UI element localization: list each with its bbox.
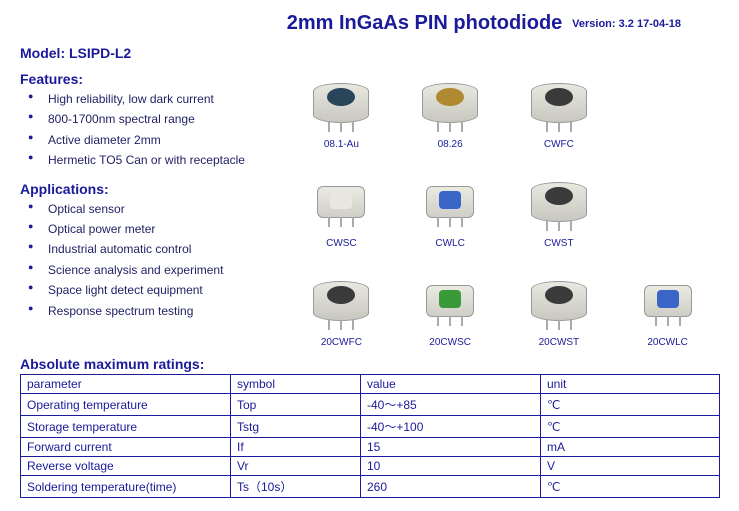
table-row: Storage temperatureTstg-40～+100℃ xyxy=(21,416,720,438)
table-cell: Reverse voltage xyxy=(21,457,231,476)
table-cell: Vr xyxy=(231,457,361,476)
product-image xyxy=(524,70,594,135)
table-cell: Forward current xyxy=(21,438,231,457)
table-cell: 260 xyxy=(361,476,541,498)
ratings-column-header: parameter xyxy=(21,375,231,394)
table-cell: Operating temperature xyxy=(21,394,231,416)
features-heading: Features: xyxy=(20,71,280,87)
table-cell: mA xyxy=(541,438,720,457)
gallery-label: 20CWST xyxy=(539,337,580,348)
application-item: Optical sensor xyxy=(28,199,280,219)
table-row: Operating temperatureTop-40～+85℃ xyxy=(21,394,720,416)
gallery-label: 20CWLC xyxy=(647,337,688,348)
gallery-label: 20CWSC xyxy=(429,337,471,348)
product-image xyxy=(524,169,594,234)
application-item: Space light detect equipment xyxy=(28,280,280,300)
feature-item: Active diameter 2mm xyxy=(28,130,280,150)
gallery-cell: 20CWFC xyxy=(290,253,393,348)
product-image xyxy=(306,169,376,234)
ratings-column-header: symbol xyxy=(231,375,361,394)
product-image xyxy=(415,169,485,234)
table-row: Forward currentIf15mA xyxy=(21,438,720,457)
product-image xyxy=(306,268,376,333)
feature-item: 800-1700nm spectral range xyxy=(28,109,280,129)
table-row: Soldering temperature(time)Ts（10s）260℃ xyxy=(21,476,720,498)
product-gallery: 08.1-Au 08.26 CWFC CWSC CWLC CWST 20CWFC 20CWSC… xyxy=(290,55,719,348)
feature-item: Hermetic TO5 Can or with receptacle xyxy=(28,150,280,170)
table-cell: Storage temperature xyxy=(21,416,231,438)
table-row: Reverse voltageVr10V xyxy=(21,457,720,476)
ratings-table: parametersymbolvalueunit Operating tempe… xyxy=(20,374,720,498)
table-cell: -40～+85 xyxy=(361,394,541,416)
application-item: Response spectrum testing xyxy=(28,301,280,321)
table-cell: Top xyxy=(231,394,361,416)
gallery-cell: 20CWST xyxy=(508,253,611,348)
table-cell: Tstg xyxy=(231,416,361,438)
product-image xyxy=(306,70,376,135)
gallery-cell: CWFC xyxy=(508,55,611,150)
table-cell: ℃ xyxy=(541,394,720,416)
table-cell: ℃ xyxy=(541,416,720,438)
gallery-label: CWST xyxy=(544,238,573,249)
gallery-cell: 08.1-Au xyxy=(290,55,393,150)
gallery-cell xyxy=(616,154,719,249)
product-image xyxy=(415,70,485,135)
ratings-heading: Absolute maximum ratings: xyxy=(20,356,719,372)
table-cell: Soldering temperature(time) xyxy=(21,476,231,498)
product-image xyxy=(633,268,703,333)
gallery-cell xyxy=(616,55,719,150)
table-cell: If xyxy=(231,438,361,457)
gallery-label: CWLC xyxy=(435,238,464,249)
ratings-column-header: unit xyxy=(541,375,720,394)
product-image xyxy=(415,268,485,333)
application-item: Science analysis and experiment xyxy=(28,260,280,280)
left-column: Model: LSIPD-L2 Features: High reliabili… xyxy=(20,35,280,329)
ratings-column-header: value xyxy=(361,375,541,394)
gallery-cell: CWSC xyxy=(290,154,393,249)
table-cell: 15 xyxy=(361,438,541,457)
gallery-cell: 08.26 xyxy=(399,55,502,150)
version-label: Version: 3.2 17-04-18 xyxy=(572,18,681,30)
table-cell: ℃ xyxy=(541,476,720,498)
applications-heading: Applications: xyxy=(20,181,280,197)
page-title: 2mm InGaAs PIN photodiode xyxy=(287,12,563,35)
gallery-label: CWFC xyxy=(544,139,574,150)
feature-item: High reliability, low dark current xyxy=(28,89,280,109)
application-item: Optical power meter xyxy=(28,219,280,239)
gallery-cell: CWLC xyxy=(399,154,502,249)
product-image xyxy=(633,81,703,146)
gallery-cell: 20CWSC xyxy=(399,253,502,348)
gallery-cell: CWST xyxy=(508,154,611,249)
table-cell: -40～+100 xyxy=(361,416,541,438)
product-image xyxy=(524,268,594,333)
table-cell: Ts（10s） xyxy=(231,476,361,498)
gallery-label: 08.26 xyxy=(438,139,463,150)
table-cell: V xyxy=(541,457,720,476)
gallery-label: CWSC xyxy=(326,238,357,249)
gallery-cell: 20CWLC xyxy=(616,253,719,348)
gallery-label: 20CWFC xyxy=(321,337,362,348)
table-cell: 10 xyxy=(361,457,541,476)
features-list: High reliability, low dark current800-17… xyxy=(20,89,280,171)
product-image xyxy=(633,180,703,245)
application-item: Industrial automatic control xyxy=(28,239,280,259)
model-label: Model: LSIPD-L2 xyxy=(20,45,280,61)
applications-list: Optical sensorOptical power meterIndustr… xyxy=(20,199,280,321)
gallery-label: 08.1-Au xyxy=(324,139,359,150)
